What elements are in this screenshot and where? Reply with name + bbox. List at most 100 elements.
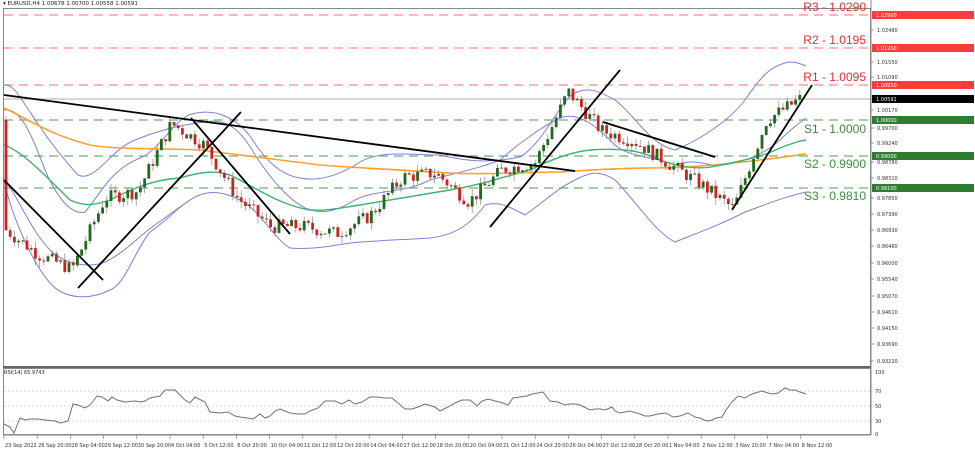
time-tick: 29 Sep 12:00 xyxy=(105,443,138,449)
time-tick: 2 Nov 12:00 xyxy=(702,443,733,449)
time-tick: 7 Nov 04:00 xyxy=(769,443,800,449)
bull-candle xyxy=(370,210,373,224)
bear-candle xyxy=(441,173,445,180)
bull-candle xyxy=(340,236,344,238)
bull-candle xyxy=(521,170,524,173)
bull-candle xyxy=(785,101,789,110)
time-tick: 26 Sep 20:00 xyxy=(38,443,71,449)
long-downtrend-line xyxy=(3,94,576,172)
time-tick: 21 Oct 12:00 xyxy=(503,443,536,449)
bear-candle xyxy=(605,125,608,134)
r3-label: R3 - 1.0290 xyxy=(803,0,866,14)
s3-tag-bg xyxy=(872,184,974,192)
price-tick: 0.96930 xyxy=(877,228,898,234)
level-tags: 1.02900 1.01950 1.00950 1.00591 1.00000 … xyxy=(872,11,974,192)
bull-candle xyxy=(798,94,802,100)
bear-candle xyxy=(374,210,377,213)
bull-candle xyxy=(349,228,352,236)
bear-candle xyxy=(609,133,613,139)
bear-candle xyxy=(34,248,37,259)
bull-candle xyxy=(449,185,453,187)
bull-candle xyxy=(328,228,331,234)
bull-candle xyxy=(533,163,537,165)
bear-candle xyxy=(265,218,268,220)
price-tick: 0.97850 xyxy=(877,196,898,202)
bear-candle xyxy=(281,219,285,224)
price-tick: 1.01550 xyxy=(877,60,898,66)
price-tick: 1.01090 xyxy=(877,75,898,81)
time-tick: 8 Nov 12:00 xyxy=(802,443,833,449)
bear-candle xyxy=(790,101,793,105)
time-tick: 11 Oct 12:00 xyxy=(304,443,337,449)
s1-label: S1 - 1.0000 xyxy=(804,122,866,136)
bear-candle xyxy=(504,167,508,173)
bull-candle xyxy=(160,139,163,151)
time-tick: 17 Oct 12:00 xyxy=(403,443,436,449)
downtrend-line-1 xyxy=(3,179,104,281)
bull-candle xyxy=(470,196,474,207)
bull-candle xyxy=(168,122,172,142)
bull-candle xyxy=(563,96,566,105)
fast-moving-average xyxy=(3,139,807,211)
bull-candle xyxy=(748,171,751,179)
bear-candle xyxy=(4,120,8,231)
bull-candle xyxy=(764,125,768,135)
rsi-tick: 30 xyxy=(875,419,881,425)
bull-candle xyxy=(126,189,130,199)
bull-candle xyxy=(134,192,138,200)
candlesticks xyxy=(4,88,802,274)
bear-candle xyxy=(260,216,264,219)
bull-candle xyxy=(630,144,634,147)
price-tick: 0.94150 xyxy=(877,326,898,332)
bull-candle xyxy=(693,173,697,175)
price-tick: 0.98780 xyxy=(877,160,898,166)
bear-candle xyxy=(55,253,58,262)
bull-candle xyxy=(542,145,545,152)
bull-candle xyxy=(647,145,650,153)
bear-candle xyxy=(172,122,176,126)
downtrend-line-3 xyxy=(602,121,716,158)
price-tick: 0.95070 xyxy=(877,294,898,300)
bear-candle xyxy=(130,189,134,200)
rsi-guides xyxy=(4,390,870,422)
price-tick: 0.95540 xyxy=(877,277,898,283)
time-tick: 12 Oct 20:00 xyxy=(337,443,370,449)
bull-candle xyxy=(743,178,747,185)
price-tick: 1.02480 xyxy=(877,28,898,34)
bull-candle xyxy=(538,151,541,164)
bull-candle xyxy=(479,183,482,200)
bull-candle xyxy=(248,204,251,207)
bull-candle xyxy=(139,187,142,193)
bull-candle xyxy=(655,148,659,160)
bear-candle xyxy=(483,183,487,186)
bear-candle xyxy=(118,192,121,202)
rsi-line xyxy=(3,387,807,435)
bull-candle xyxy=(777,107,781,115)
uptrend-line-3 xyxy=(731,84,813,211)
price-tick: 0.96460 xyxy=(877,244,898,250)
time-tick: 14 Oct 04:00 xyxy=(370,443,403,449)
bull-candle xyxy=(101,207,104,214)
price-tick: 0.99240 xyxy=(877,141,898,147)
bear-candle xyxy=(223,172,226,178)
bear-candle xyxy=(273,227,277,233)
bull-candle xyxy=(97,213,100,222)
bull-candle xyxy=(718,194,722,198)
time-tick: 5 Oct 12:00 xyxy=(204,443,233,449)
bear-candle xyxy=(197,144,201,149)
bull-candle xyxy=(437,173,440,176)
bear-candle xyxy=(475,196,478,200)
bull-candle xyxy=(554,117,558,128)
bear-candle xyxy=(781,107,785,110)
bull-candle xyxy=(710,185,713,193)
resistance-lines xyxy=(4,14,870,86)
bear-candle xyxy=(269,219,272,228)
bull-candle xyxy=(76,255,79,266)
bull-candle xyxy=(752,158,755,172)
bear-candle xyxy=(231,177,235,196)
bear-candle xyxy=(210,146,214,159)
price-tick: 0.93690 xyxy=(877,342,898,348)
bear-candle xyxy=(63,260,67,272)
r1-label: R1 - 1.0095 xyxy=(803,70,866,84)
bull-candle xyxy=(319,233,323,236)
